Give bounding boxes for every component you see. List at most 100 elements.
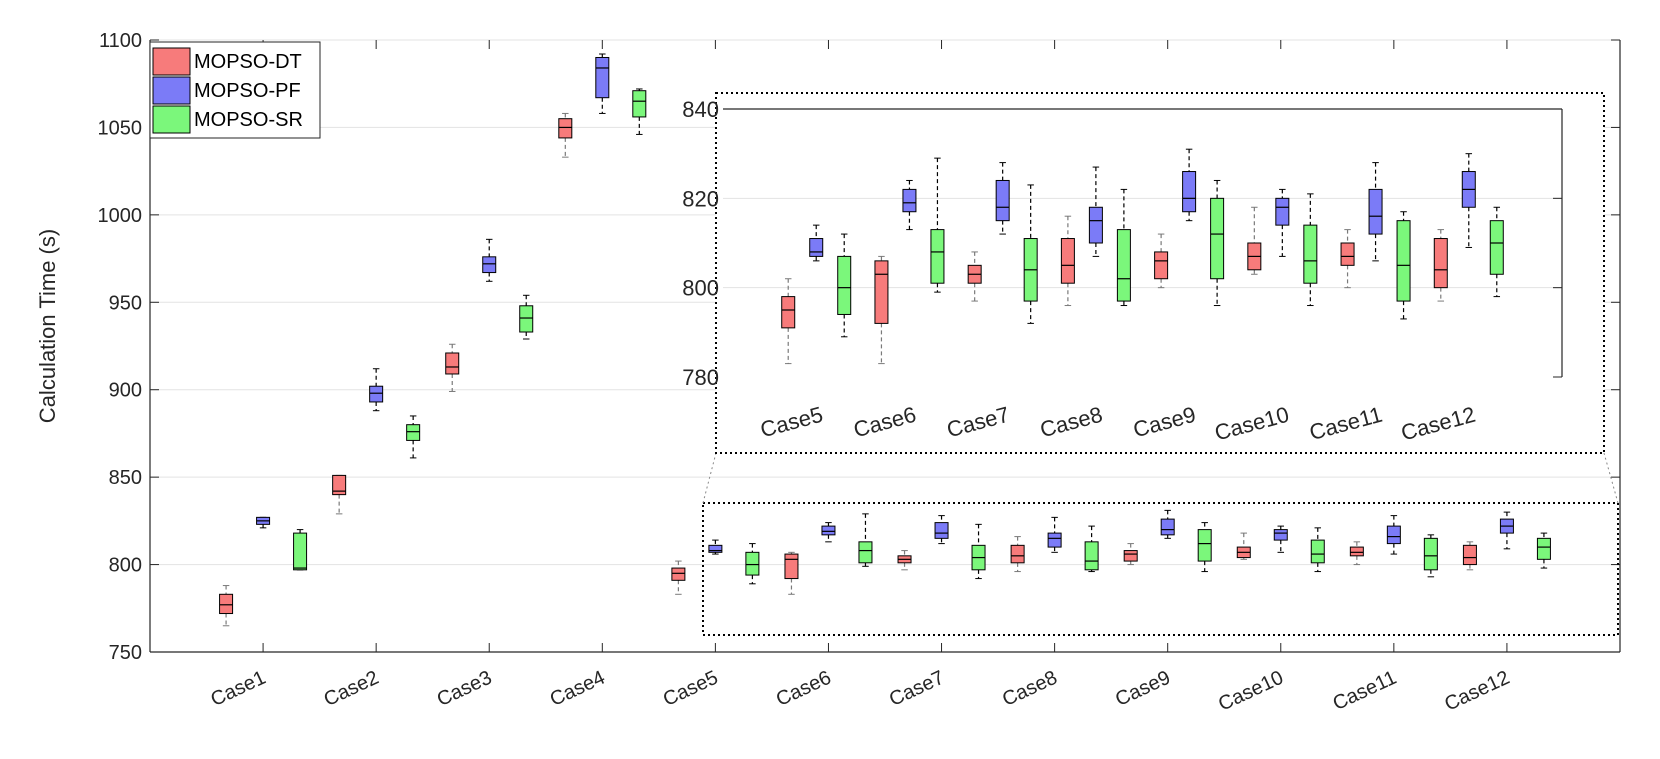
inset-mopso-pf-case10-iqr-box [1275,197,1290,226]
inset-mopso-dt-case5-iqr-box [781,296,796,329]
main-mopso-sr-case6-box [858,513,873,567]
main-mopso-pf-case1-box [256,516,271,529]
inset-mopso-sr-case7-box [1023,184,1038,324]
legend-label-mopso-sr: MOPSO-SR [194,109,303,131]
zoom-region-box [702,502,1619,636]
inset-mopso-pf-case12-box [1461,153,1476,248]
main-y-tick-label: 1000 [98,205,143,227]
inset-mopso-dt-case7-box [967,251,982,302]
legend: MOPSO-DT MOPSO-PF MOPSO-SR [149,41,321,139]
main-mopso-sr-case10-box [1310,527,1325,573]
main-y-tick-label: 800 [109,555,142,577]
inset-mopso-sr-case8-box [1116,188,1131,307]
legend-label-mopso-pf: MOPSO-PF [194,80,301,102]
inset-mopso-sr-case12-box [1489,206,1504,298]
y-axis-label: Calculation Time (s) [35,229,60,423]
inset-mopso-dt-case5-box [781,278,796,365]
inset-mopso-dt-case6-box [874,255,889,365]
inset-mopso-sr-case5-iqr-box [837,255,852,315]
main-mopso-sr-case2-iqr-box [406,424,421,441]
legend-label-mopso-dt: MOPSO-DT [194,51,302,73]
main-mopso-sr-case5-iqr-box [745,551,760,576]
main-mopso-pf-case4-iqr-box [595,56,610,99]
inset-mopso-dt-case6-iqr-box [874,260,889,324]
main-mopso-dt-case2-box [332,474,347,515]
main-mopso-sr-case11-iqr-box [1423,537,1438,571]
inset-mopso-dt-case11-iqr-box [1340,242,1355,266]
inset-mopso-pf-case11-iqr-box [1368,188,1383,235]
main-mopso-pf-case4-box [595,53,610,114]
main-mopso-pf-case8-box [1047,516,1062,553]
inset-mopso-sr-case6-box [930,157,945,293]
main-mopso-dt-case12-iqr-box [1462,544,1477,566]
inset-mopso-pf-case8-iqr-box [1088,206,1103,244]
main-mopso-dt-case4-box [558,112,573,158]
inset-mopso-pf-case8-box [1088,166,1103,257]
main-mopso-dt-case6-box [784,551,799,595]
main-mopso-sr-case12-box [1536,532,1551,569]
inset-boxes [781,148,1504,365]
inset-mopso-dt-case12-box [1433,229,1448,302]
main-mopso-pf-case10-iqr-box [1273,529,1288,541]
main-y-tick-label: 850 [109,467,142,489]
inset-mopso-dt-case10-box [1247,206,1262,275]
inset-mopso-sr-case10-iqr-box [1303,224,1318,284]
main-mopso-sr-case5-box [745,543,760,585]
inset-mopso-sr-case11-iqr-box [1396,220,1411,302]
legend-swatch-mopso-dt [152,47,191,76]
main-mopso-sr-case12-iqr-box [1536,537,1551,560]
inset-mopso-sr-case11-box [1396,211,1411,320]
main-mopso-dt-case11-box [1349,541,1364,566]
main-mopso-dt-case5-box [671,560,686,595]
main-mopso-pf-case2-box [369,368,384,412]
main-mopso-sr-case9-box [1197,522,1212,573]
inset-mopso-pf-case6-iqr-box [902,188,917,213]
inset-mopso-pf-case5-box [809,224,824,262]
main-mopso-pf-case3-box [482,238,497,282]
main-mopso-sr-case8-iqr-box [1084,541,1099,571]
inset-mopso-dt-case8-box [1060,215,1075,307]
main-mopso-dt-case5-iqr-box [671,567,686,581]
main-mopso-sr-case11-box [1423,534,1438,578]
inset-y-tick-labels: 780 800 820 840 [682,97,719,390]
inset-mopso-dt-case9-box [1154,233,1169,289]
inset-mopso-sr-case9-box [1210,179,1225,307]
main-mopso-dt-case7-box [897,550,912,571]
inset-mopso-sr-case9-iqr-box [1210,197,1225,280]
main-mopso-sr-case4-box [632,88,647,135]
inset-mopso-sr-case6-iqr-box [930,229,945,284]
inset-mopso-sr-case8-iqr-box [1116,229,1131,302]
inset-y-tick-label: 840 [682,97,719,122]
main-mopso-pf-case5-iqr-box [708,544,723,553]
main-mopso-sr-case6-iqr-box [858,541,873,564]
main-mopso-sr-case2-box [406,415,421,459]
zoom-connector-left [702,452,717,504]
main-mopso-dt-case8-iqr-box [1010,544,1025,564]
main-mopso-pf-case11-iqr-box [1386,525,1401,545]
main-mopso-dt-case1-box [219,585,234,627]
inset-mopso-pf-case7-iqr-box [995,179,1010,222]
main-mopso-dt-case1-iqr-box [219,593,234,615]
inset-mopso-sr-case12-iqr-box [1489,220,1504,275]
inset-mopso-sr-case10-box [1303,193,1318,307]
main-mopso-pf-case9-iqr-box [1160,518,1175,536]
inset-mopso-dt-case11-box [1340,229,1355,289]
main-mopso-dt-case9-box [1123,543,1138,566]
inset-mopso-pf-case7-box [995,162,1010,235]
main-mopso-pf-case7-box [934,515,949,545]
main-mopso-pf-case11-box [1386,515,1401,555]
main-mopso-pf-case7-iqr-box [934,522,949,539]
main-mopso-pf-case10-box [1273,525,1288,553]
main-mopso-dt-case12-box [1462,541,1477,571]
main-mopso-dt-case4-iqr-box [558,118,573,139]
main-mopso-dt-case3-iqr-box [445,352,460,375]
main-mopso-sr-case3-iqr-box [519,305,534,333]
zoom-connector-right [1603,452,1619,504]
inset-mopso-sr-case5-box [837,233,852,338]
inset-mopso-dt-case12-iqr-box [1433,238,1448,289]
main-mopso-dt-case10-box [1236,532,1251,560]
main-mopso-pf-case5-box [708,539,723,555]
legend-swatch-mopso-pf [152,76,191,105]
